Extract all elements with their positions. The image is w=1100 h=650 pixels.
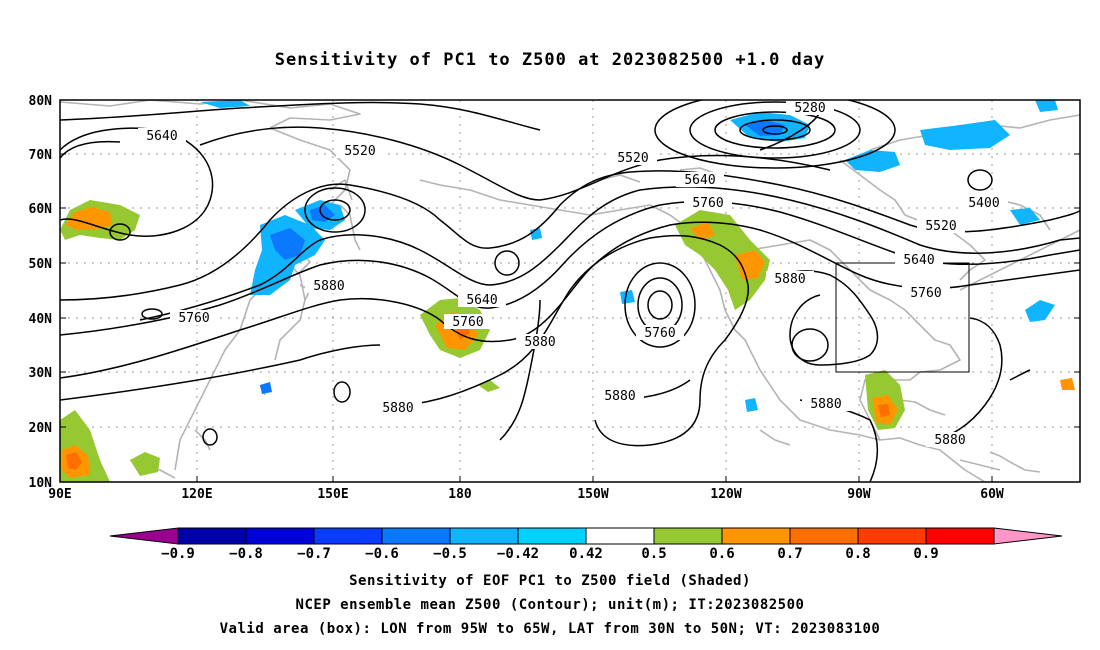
svg-text:5880: 5880: [934, 433, 965, 448]
svg-text:5880: 5880: [774, 272, 805, 287]
contour-label: 5760: [170, 310, 218, 326]
colorbar-segment: [517, 527, 587, 545]
svg-text:5760: 5760: [910, 286, 941, 301]
svg-text:5400: 5400: [968, 196, 999, 211]
colorbar-arrow-right: [993, 527, 1063, 545]
contour-label: 5880: [766, 271, 814, 287]
colorbar-segment: [449, 527, 519, 545]
contour-label: 5760: [444, 314, 492, 330]
lat-label: 50N: [29, 257, 53, 272]
svg-text:5880: 5880: [524, 335, 555, 350]
map-border: [59, 99, 1081, 483]
colorbar-label: −0.7: [297, 546, 331, 562]
colorbar-label: −0.42: [497, 546, 539, 562]
latitude-labels: 80N 70N 60N 50N 40N 30N 20N 10N: [29, 94, 53, 491]
contour-label: 5880: [374, 400, 422, 416]
colorbar-label: 0.5: [641, 546, 666, 562]
colorbar-segment: [789, 527, 859, 545]
colorbar-segment: [381, 527, 451, 545]
colorbar-label: 0.6: [709, 546, 734, 562]
contour-label: 5640: [138, 128, 186, 144]
contour-label: 5280: [786, 100, 834, 116]
svg-text:5520: 5520: [344, 144, 375, 159]
contour-label: 5760: [902, 285, 950, 301]
colorbar-arrow-left: [109, 527, 179, 545]
contour-label: 5400: [960, 195, 1008, 211]
svg-text:5880: 5880: [382, 401, 413, 416]
z500-contours: [60, 100, 1080, 482]
svg-text:5640: 5640: [146, 129, 177, 144]
lat-label: 40N: [29, 312, 53, 327]
colorbar-segment: [245, 527, 315, 545]
colorbar-label: −0.8: [229, 546, 263, 562]
contour-label: 5640: [676, 172, 724, 188]
contour-label: 5520: [917, 218, 965, 234]
contour-label: 5640: [895, 252, 943, 268]
lat-label: 30N: [29, 366, 53, 381]
svg-text:5280: 5280: [794, 101, 825, 116]
lon-label: 60W: [980, 487, 1004, 502]
colorbar-segment: [313, 527, 383, 545]
contour-labels: 5640 5520 5520 5280 5640 5760 5400 5520 …: [138, 100, 1008, 448]
sensitivity-shading: [60, 100, 1075, 482]
svg-text:5640: 5640: [903, 253, 934, 268]
contour-label: 5880: [516, 334, 564, 350]
colorbar-segment: [585, 527, 655, 545]
colorbar-label: −0.6: [365, 546, 399, 562]
lon-label: 120W: [710, 487, 741, 502]
tick-marks: [60, 153, 1080, 482]
lat-label: 70N: [29, 148, 53, 163]
lon-label: 120E: [181, 487, 212, 502]
svg-text:5760: 5760: [452, 315, 483, 330]
svg-text:5640: 5640: [466, 293, 497, 308]
lon-label: 90E: [48, 487, 71, 502]
lon-label: 150W: [577, 487, 608, 502]
caption-line-3: Valid area (box): LON from 95W to 65W, L…: [219, 621, 881, 637]
svg-text:5760: 5760: [644, 326, 675, 341]
contour-label: 5880: [305, 278, 353, 294]
svg-text:5520: 5520: [925, 219, 956, 234]
svg-text:5760: 5760: [692, 196, 723, 211]
colorbar-segment: [721, 527, 791, 545]
contour-label: 5760: [636, 325, 684, 341]
svg-text:5880: 5880: [604, 389, 635, 404]
colorbar-segment: [177, 527, 247, 545]
svg-text:5880: 5880: [810, 397, 841, 412]
svg-text:5520: 5520: [617, 151, 648, 166]
svg-text:5640: 5640: [684, 173, 715, 188]
colorbar-label: 0.8: [845, 546, 870, 562]
colorbar-label: 0.42: [569, 546, 603, 562]
colorbar-label: 0.7: [777, 546, 802, 562]
svg-text:5760: 5760: [178, 311, 209, 326]
lat-label: 60N: [29, 202, 53, 217]
contour-label: 5880: [802, 396, 850, 412]
colorbar-segment: [857, 527, 927, 545]
contour-label: 5520: [336, 143, 384, 159]
longitude-labels: 90E 120E 150E 180 150W 120W 90W 60W: [48, 487, 1004, 502]
contour-label: 5760: [684, 195, 732, 211]
colorbar: −0.9 −0.8 −0.7 −0.6 −0.5 −0.42 0.42 0.5 0.6 0.7 0.…: [109, 527, 1063, 562]
lon-label: 180: [448, 487, 472, 502]
lat-label: 10N: [29, 476, 53, 491]
map-title: Sensitivity of PC1 to Z500 at 2023082500…: [274, 50, 826, 70]
svg-text:5880: 5880: [313, 279, 344, 294]
lat-label: 20N: [29, 421, 53, 436]
caption-line-2: NCEP ensemble mean Z500 (Contour); unit(…: [295, 597, 805, 613]
contour-label: 5520: [609, 150, 657, 166]
lon-label: 150E: [317, 487, 348, 502]
caption-line-1: Sensitivity of EOF PC1 to Z500 field (Sh…: [349, 573, 751, 589]
colorbar-label: −0.5: [433, 546, 467, 562]
colorbar-segment: [925, 527, 995, 545]
contour-label: 5640: [458, 292, 506, 308]
contour-label: 5880: [596, 388, 644, 404]
lat-label: 80N: [29, 94, 53, 109]
lon-label: 90W: [847, 487, 871, 502]
contour-label: 5880: [926, 432, 974, 448]
colorbar-segment: [653, 527, 723, 545]
colorbar-label: −0.9: [161, 546, 195, 562]
colorbar-label: 0.9: [913, 546, 938, 562]
